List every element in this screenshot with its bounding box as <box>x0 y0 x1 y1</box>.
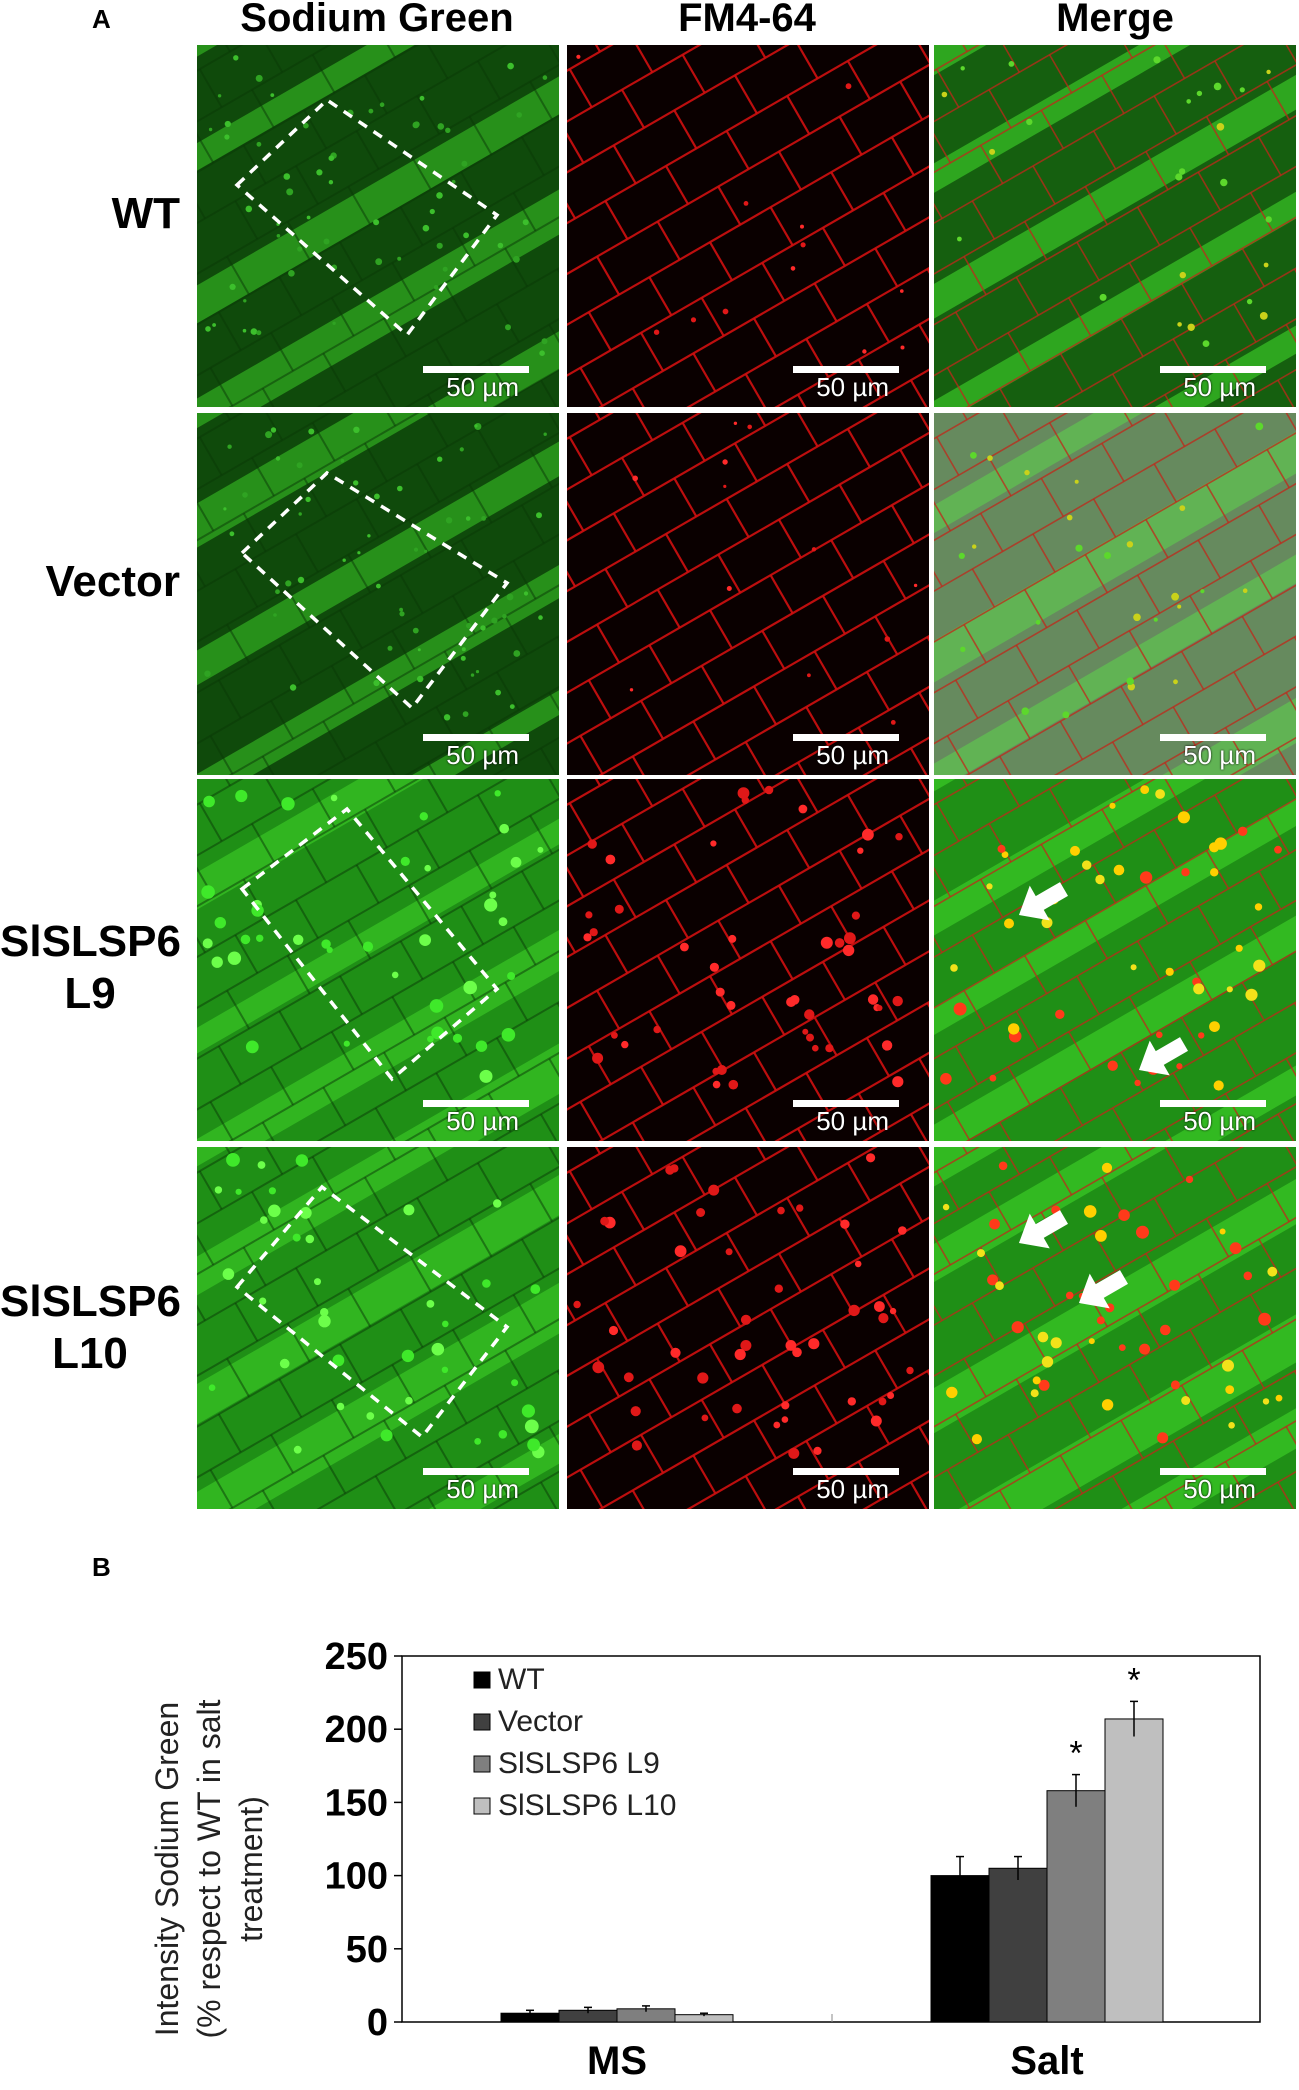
x-category-label: Salt <box>1010 2039 1083 2083</box>
micrograph-l10-sodium-green: 50 µm <box>197 1147 559 1509</box>
scale-bar-label: 50 µm <box>446 740 519 770</box>
scale-bar <box>423 734 529 741</box>
micrograph-l9-merge: 50 µm <box>934 779 1296 1141</box>
micrograph-l10-fm4-64: 50 µm <box>567 1147 929 1509</box>
y-tick-label: 250 <box>325 1636 388 1678</box>
legend-label: SlSLSP6 L9 <box>498 1747 660 1780</box>
micrograph-wt-fm4-64: 50 µm <box>567 45 929 407</box>
significance-mark: * <box>1069 1735 1082 1773</box>
scale-bar <box>793 366 899 373</box>
scale-bar-label: 50 µm <box>1183 740 1256 770</box>
scale-bar <box>793 734 899 741</box>
bar-chart: 0 50 100 150 200 250 Intensity Sodium Green (% … <box>149 1636 1261 2083</box>
y-tick-label: 0 <box>367 2002 388 2044</box>
y-axis-label: (% respect to WT in salt <box>191 1699 227 2038</box>
row-label-l9: SlSLSP6 L9 <box>0 917 181 1018</box>
micrograph-l10-merge: 50 µm <box>934 1147 1296 1509</box>
scale-bar <box>423 1100 529 1107</box>
y-axis-label: treatment) <box>233 1796 269 1942</box>
y-tick-label: 50 <box>346 1929 388 1971</box>
y-tick-label: 100 <box>325 1856 388 1898</box>
x-category-label: MS <box>587 2039 647 2083</box>
legend-label: SlSLSP6 L10 <box>498 1789 676 1822</box>
row-label-l10: SlSLSP6 L10 <box>0 1277 181 1378</box>
micrograph-vector-fm4-64: 50 µm <box>567 413 929 775</box>
scale-bar-label: 50 µm <box>816 1474 889 1504</box>
bar <box>930 1875 990 2023</box>
column-header-merge: Merge <box>1056 0 1174 40</box>
scale-bar <box>793 1100 899 1107</box>
scale-bar <box>1160 366 1266 373</box>
scale-bar-label: 50 µm <box>446 372 519 402</box>
scale-bar-label: 50 µm <box>816 740 889 770</box>
scale-bar <box>793 1468 899 1475</box>
panel-b-letter: B <box>92 1552 111 1582</box>
scale-bar <box>1160 734 1266 741</box>
micrograph-wt-sodium-green: 50 µm <box>197 45 559 407</box>
panel-a-letter: A <box>92 4 111 34</box>
row-label-vector: Vector <box>45 557 180 606</box>
scale-bar-label: 50 µm <box>446 1474 519 1504</box>
micrograph-l9-fm4-64: 50 µm <box>567 779 929 1141</box>
y-tick-label: 150 <box>325 1782 388 1824</box>
scale-bar-label: 50 µm <box>1183 1106 1256 1136</box>
scale-bar <box>1160 1100 1266 1107</box>
legend-swatch <box>473 1797 491 1815</box>
bar <box>1104 1718 1164 2023</box>
scale-bar <box>1160 1468 1266 1475</box>
scale-bar-label: 50 µm <box>816 372 889 402</box>
scale-bar-label: 50 µm <box>1183 372 1256 402</box>
legend-label: Vector <box>498 1705 583 1738</box>
legend-swatch <box>473 1755 491 1773</box>
micrograph-vector-merge: 50 µm <box>934 413 1296 775</box>
micrograph-l9-sodium-green: 50 µm <box>197 779 559 1141</box>
row-label-wt: WT <box>111 189 180 238</box>
legend-swatch <box>473 1671 491 1689</box>
bar <box>1046 1790 1106 2023</box>
scale-bar-label: 50 µm <box>816 1106 889 1136</box>
legend-swatch <box>473 1713 491 1731</box>
micrograph-wt-merge: 50 µm <box>934 45 1296 407</box>
scale-bar <box>423 366 529 373</box>
micrograph-vector-sodium-green: 50 µm <box>197 413 559 775</box>
scale-bar-label: 50 µm <box>1183 1474 1256 1504</box>
column-header-sodium-green: Sodium Green <box>240 0 514 40</box>
column-header-fm4-64: FM4-64 <box>678 0 816 40</box>
significance-mark: * <box>1127 1661 1140 1699</box>
legend-label: WT <box>498 1663 545 1696</box>
scale-bar <box>423 1468 529 1475</box>
y-axis-label: Intensity Sodium Green <box>149 1702 185 2036</box>
y-tick-label: 200 <box>325 1709 388 1751</box>
scale-bar-label: 50 µm <box>446 1106 519 1136</box>
bar <box>988 1867 1048 2023</box>
